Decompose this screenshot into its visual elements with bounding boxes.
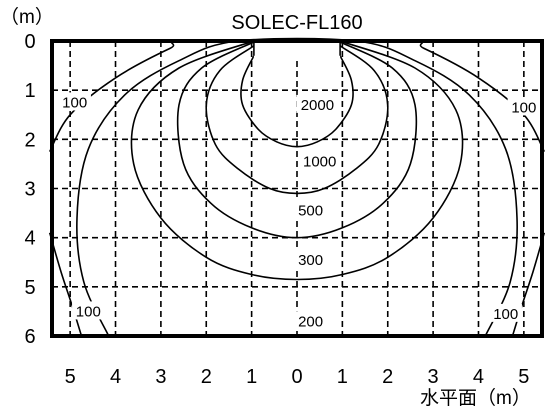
y-tick-label: 2 — [24, 129, 35, 151]
x-tick-label: 1 — [337, 366, 348, 388]
y-tick-labels: 0 1 2 3 4 5 6 — [24, 31, 35, 348]
y-unit-label: （m） — [0, 6, 54, 28]
y-tick-label: 4 — [24, 228, 35, 250]
contour-line-100 — [48, 232, 83, 337]
x-tick-label: 2 — [382, 366, 393, 388]
y-tick-label: 1 — [24, 80, 35, 102]
x-tick-label: 5 — [65, 366, 76, 388]
contour-label-bg — [489, 303, 522, 322]
x-tick-label: 1 — [246, 366, 257, 388]
contour-label-bg — [294, 311, 327, 330]
contour-line-200 — [76, 37, 518, 337]
x-unit-label: 水平面（m） — [420, 387, 531, 409]
plot-frame — [50, 39, 544, 338]
contour-line-1000 — [205, 45, 389, 195]
x-tick-label: 3 — [428, 366, 439, 388]
contour-label: 300 — [298, 252, 323, 269]
fixture-gap — [253, 41, 341, 59]
contour-label-bg — [58, 92, 91, 111]
contour-label-bg — [294, 200, 327, 219]
contour-line-300 — [130, 40, 464, 281]
x-tick-label: 3 — [155, 366, 166, 388]
contour-label: 2000 — [301, 97, 334, 114]
contour-label: 100 — [62, 94, 87, 111]
contour-label-bg — [296, 94, 339, 113]
x-tick-label: 2 — [201, 366, 212, 388]
x-tick-label: 4 — [473, 366, 484, 388]
x-tick-label: 4 — [110, 366, 121, 388]
y-tick-label: 6 — [24, 326, 35, 348]
x-tick-label: 0 — [291, 366, 302, 388]
fixture-area — [253, 41, 341, 59]
contour-label: 200 — [298, 313, 323, 330]
x-tick-label: 5 — [518, 366, 529, 388]
y-tick-label: 0 — [24, 31, 35, 53]
contour-line-100 — [511, 232, 546, 337]
contour-label: 500 — [298, 203, 323, 220]
x-tick-labels: 5 4 3 2 1 0 1 2 3 4 5 — [65, 366, 530, 388]
contour-label: 100 — [511, 99, 536, 116]
contour-label: 100 — [493, 306, 518, 323]
contour-labels: 100 100 2000 1000 500 300 200 100 100 — [58, 92, 541, 330]
contour-label-bg — [298, 151, 341, 170]
contour-line-500 — [176, 41, 418, 239]
chart-title: SOLEC-FL160 — [231, 12, 362, 34]
contour-line-2000 — [240, 55, 354, 148]
contour-label-bg — [72, 301, 105, 320]
y-tick-label: 3 — [24, 179, 35, 201]
contour-label-bg — [507, 97, 541, 116]
contour-label: 100 — [76, 303, 101, 320]
contour-label-bg — [294, 249, 327, 268]
y-tick-label: 5 — [24, 277, 35, 299]
contour-label: 1000 — [303, 153, 336, 170]
grid — [52, 41, 542, 336]
